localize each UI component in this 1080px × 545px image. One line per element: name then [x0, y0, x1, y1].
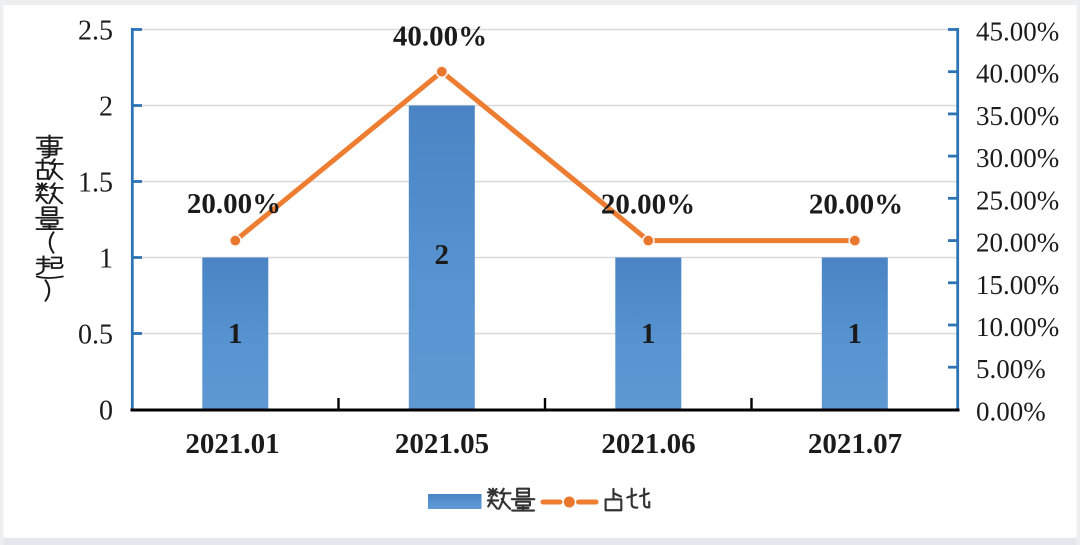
svg-text:20.00%: 20.00%: [809, 189, 903, 221]
svg-text:1.5: 1.5: [78, 168, 113, 199]
svg-text:0: 0: [99, 396, 113, 427]
svg-text:10.00%: 10.00%: [976, 312, 1059, 342]
svg-text:40.00%: 40.00%: [393, 21, 487, 53]
svg-text:2: 2: [435, 239, 450, 271]
svg-text:1: 1: [99, 244, 113, 275]
svg-text:5.00%: 5.00%: [976, 354, 1046, 384]
svg-text:20.00%: 20.00%: [976, 228, 1059, 258]
svg-text:40.00%: 40.00%: [976, 59, 1059, 89]
svg-text:1: 1: [848, 318, 863, 350]
svg-text:0.5: 0.5: [78, 320, 113, 351]
svg-text:25.00%: 25.00%: [976, 185, 1059, 215]
svg-text:20.00%: 20.00%: [187, 188, 281, 220]
svg-text:2021.07: 2021.07: [808, 428, 902, 460]
svg-text:15.00%: 15.00%: [976, 270, 1059, 300]
svg-text:20.00%: 20.00%: [601, 189, 695, 221]
svg-text:1: 1: [641, 318, 656, 350]
svg-text:2021.01: 2021.01: [185, 428, 279, 460]
svg-text:2.5: 2.5: [78, 16, 113, 47]
svg-text:2021.06: 2021.06: [601, 428, 695, 460]
svg-text:0.00%: 0.00%: [976, 396, 1046, 426]
svg-text:45.00%: 45.00%: [976, 17, 1059, 47]
svg-text:1: 1: [228, 318, 243, 350]
svg-text:2021.05: 2021.05: [395, 428, 489, 460]
svg-text:2: 2: [99, 92, 113, 123]
svg-text:35.00%: 35.00%: [976, 101, 1059, 131]
svg-text:30.00%: 30.00%: [976, 143, 1059, 173]
